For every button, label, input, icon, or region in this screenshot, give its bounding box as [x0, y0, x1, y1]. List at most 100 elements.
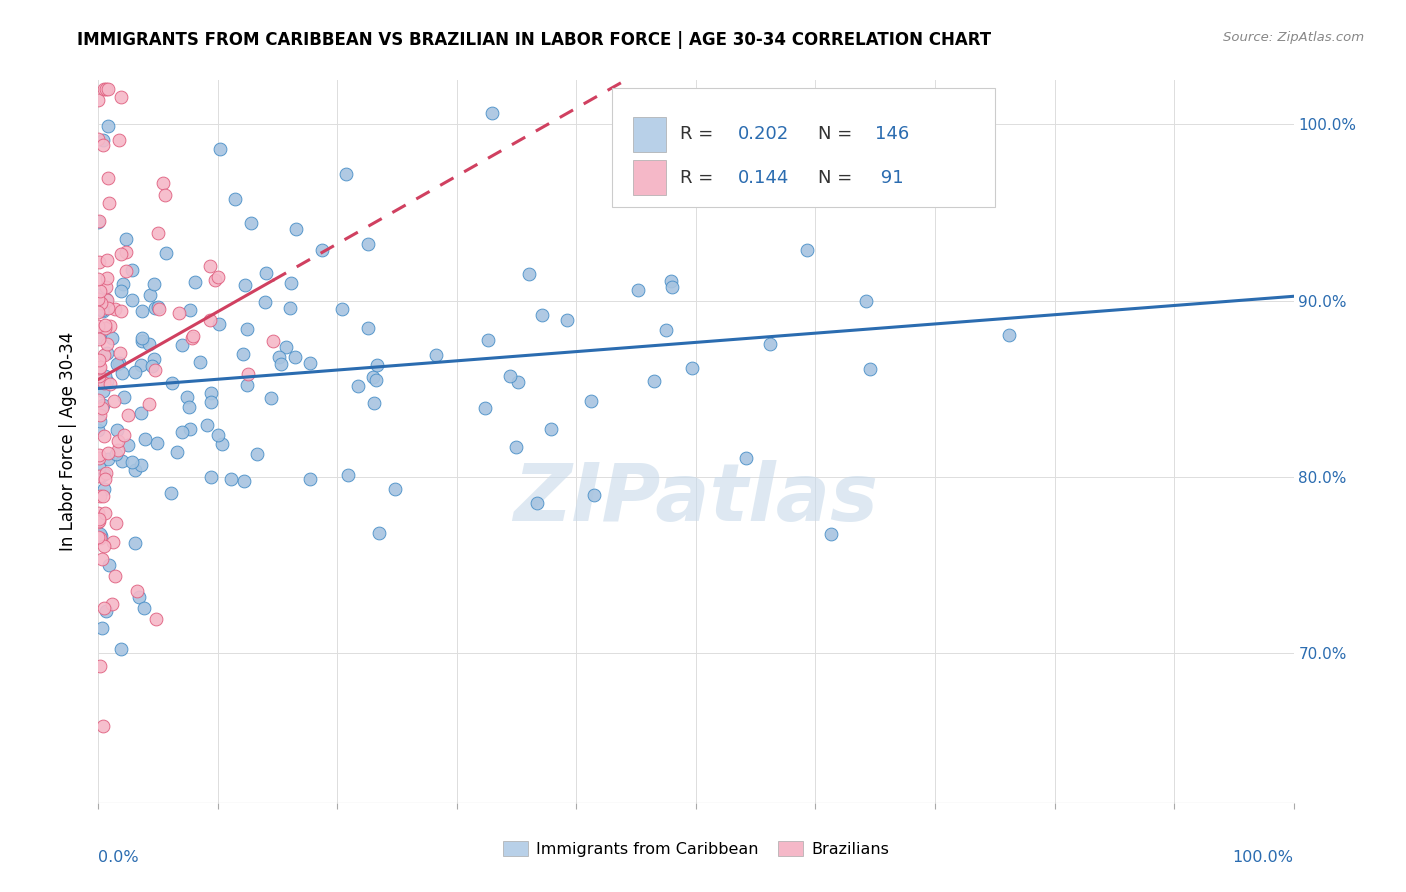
Point	[124, 535, 146, 549]
Point	[97, 119, 120, 133]
Point	[526, 496, 548, 510]
Point	[89, 526, 111, 541]
Point	[87, 215, 110, 229]
Point	[90, 401, 112, 415]
Point	[115, 263, 138, 277]
Point	[262, 334, 284, 348]
Point	[98, 319, 121, 334]
Point	[233, 278, 256, 293]
Point	[363, 396, 385, 410]
Point	[477, 333, 499, 347]
Point	[129, 458, 152, 472]
Point	[131, 331, 153, 345]
Point	[627, 283, 650, 297]
Point	[91, 489, 114, 503]
Point	[93, 429, 115, 443]
Point	[89, 531, 111, 545]
Point	[89, 254, 111, 268]
Point	[170, 425, 193, 439]
Point	[207, 428, 229, 442]
Point	[121, 455, 143, 469]
Point	[582, 487, 605, 501]
Point	[94, 466, 117, 480]
Point	[93, 133, 115, 147]
Point	[127, 583, 149, 598]
Point	[131, 334, 153, 348]
Point	[100, 331, 122, 345]
Point	[796, 244, 818, 258]
Point	[90, 529, 112, 543]
Point	[89, 448, 111, 462]
Point	[357, 236, 380, 251]
Point	[142, 352, 165, 367]
Point	[93, 467, 115, 481]
Point	[145, 612, 167, 626]
Point	[134, 600, 156, 615]
Point	[366, 358, 388, 372]
Text: 0.202: 0.202	[738, 126, 789, 144]
Point	[87, 318, 110, 333]
Point	[384, 482, 406, 496]
Point	[97, 452, 120, 467]
Text: ZIPatlas: ZIPatlas	[513, 460, 879, 539]
Point	[236, 322, 259, 336]
Point	[87, 361, 110, 376]
Point	[859, 362, 882, 376]
Point	[179, 422, 201, 436]
Point	[138, 337, 160, 351]
Point	[366, 373, 388, 387]
Point	[87, 514, 110, 528]
Point	[269, 350, 291, 364]
Text: 0.144: 0.144	[738, 169, 789, 186]
Point	[311, 243, 333, 257]
Point	[139, 288, 162, 302]
Point	[540, 422, 562, 436]
Point	[97, 170, 120, 185]
Point	[166, 445, 188, 459]
Point	[278, 301, 301, 316]
Point	[368, 525, 391, 540]
Point	[188, 355, 211, 369]
Point	[224, 192, 246, 206]
Point	[96, 293, 118, 307]
Point	[89, 299, 111, 313]
Point	[117, 409, 139, 423]
Point	[579, 393, 602, 408]
Point	[896, 185, 918, 199]
Point	[108, 345, 131, 359]
Point	[131, 304, 153, 318]
Point	[200, 386, 222, 401]
Point	[209, 142, 232, 156]
Point	[87, 214, 110, 228]
Point	[121, 262, 143, 277]
Point	[103, 535, 125, 549]
Y-axis label: In Labor Force | Age 30-34: In Labor Force | Age 30-34	[59, 332, 77, 551]
Point	[90, 622, 112, 636]
Point	[87, 460, 110, 475]
Point	[148, 226, 170, 240]
Point	[661, 280, 683, 294]
Point	[236, 378, 259, 392]
Point	[89, 353, 111, 368]
Point	[105, 423, 128, 437]
Point	[208, 317, 231, 331]
Point	[93, 384, 115, 399]
Point	[105, 357, 128, 371]
FancyBboxPatch shape	[633, 117, 666, 152]
Point	[179, 303, 201, 318]
Point	[148, 300, 170, 314]
Point	[94, 604, 117, 618]
Point	[114, 232, 136, 246]
Point	[124, 463, 146, 477]
Point	[104, 302, 127, 317]
Point	[107, 442, 129, 457]
Point	[97, 195, 120, 210]
Point	[517, 268, 540, 282]
Point	[200, 470, 222, 484]
Text: 0.0%: 0.0%	[98, 850, 139, 864]
Point	[820, 527, 842, 541]
Text: Source: ZipAtlas.com: Source: ZipAtlas.com	[1223, 31, 1364, 45]
Point	[134, 433, 156, 447]
Point	[177, 401, 200, 415]
Point	[142, 277, 165, 292]
